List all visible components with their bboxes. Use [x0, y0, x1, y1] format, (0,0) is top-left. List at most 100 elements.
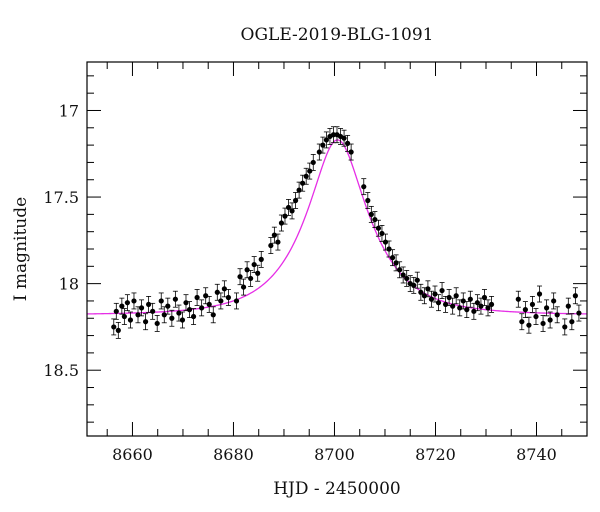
data-point-marker: [282, 213, 288, 219]
data-point: [485, 299, 491, 317]
data-point-marker: [258, 256, 264, 262]
y-tick-label: 17.5: [43, 188, 79, 207]
data-point: [460, 292, 466, 310]
data-point: [379, 225, 385, 242]
data-point-marker: [179, 317, 186, 323]
data-point: [543, 299, 550, 317]
data-point: [127, 311, 134, 329]
data-point-marker: [368, 211, 374, 217]
data-point: [150, 302, 156, 320]
data-point-marker: [158, 298, 164, 304]
data-point-marker: [111, 324, 117, 330]
data-point: [115, 321, 121, 339]
data-point-marker: [428, 296, 435, 302]
data-point: [323, 131, 329, 149]
data-point-marker: [382, 239, 389, 245]
data-point-marker: [142, 319, 149, 325]
data-point-marker: [576, 310, 582, 316]
data-point: [348, 143, 354, 161]
data-point: [285, 199, 292, 216]
data-point: [414, 271, 420, 289]
data-point: [341, 129, 347, 147]
data-point: [244, 261, 250, 279]
x-tick-label: 8680: [213, 445, 254, 464]
data-point-marker: [533, 313, 539, 320]
data-point: [471, 302, 477, 320]
data-point: [218, 292, 224, 310]
data-point-marker: [127, 317, 134, 323]
data-point-marker: [432, 291, 438, 297]
data-point: [522, 301, 528, 319]
data-point: [248, 270, 254, 287]
data-point-marker: [285, 204, 292, 211]
data-point-marker: [425, 286, 431, 292]
data-point: [428, 290, 435, 308]
data-point: [172, 290, 178, 308]
data-point-marker: [303, 173, 309, 179]
data-point: [225, 289, 232, 306]
data-point: [161, 306, 167, 324]
data-point-marker: [529, 301, 536, 308]
data-point: [372, 211, 378, 228]
data-point-marker: [307, 168, 313, 174]
data-point-marker: [372, 216, 378, 223]
data-point: [488, 296, 495, 313]
data-point-marker: [124, 300, 131, 306]
data-point-marker: [450, 303, 456, 309]
data-point: [389, 249, 396, 267]
data-point-marker: [278, 220, 285, 226]
data-point: [179, 311, 186, 329]
data-point-marker: [457, 305, 463, 311]
data-point: [275, 233, 281, 251]
data-point-marker: [519, 319, 525, 325]
data-point-marker: [365, 197, 371, 204]
data-point-marker: [316, 149, 322, 155]
data-point-marker: [210, 312, 216, 318]
data-point: [210, 306, 216, 324]
data-point-marker: [214, 289, 220, 295]
ticks-layer: [87, 62, 588, 436]
data-point: [439, 282, 445, 299]
data-point-marker: [323, 137, 329, 143]
data-point-marker: [221, 286, 227, 292]
y-tick-label: 18: [59, 275, 79, 294]
data-point: [397, 261, 403, 279]
data-point: [255, 264, 261, 282]
data-point-marker: [121, 313, 127, 320]
data-point: [400, 266, 406, 284]
data-point-marker: [194, 294, 200, 301]
data-point: [533, 308, 539, 325]
data-point: [576, 304, 582, 322]
data-point: [233, 292, 240, 310]
data-point-marker: [467, 296, 473, 302]
data-point-marker: [268, 242, 274, 249]
data-point: [411, 276, 417, 294]
data-point: [258, 250, 264, 268]
data-point-marker: [165, 303, 171, 309]
data-point-marker: [237, 274, 243, 280]
data-point: [562, 318, 568, 336]
data-point: [237, 268, 243, 286]
data-point-marker: [320, 142, 326, 148]
data-point: [464, 301, 470, 319]
data-point: [432, 285, 438, 303]
data-point: [481, 289, 488, 306]
data-point-marker: [389, 255, 396, 261]
data-point: [565, 297, 571, 315]
data-point-marker: [190, 313, 197, 320]
data-point: [386, 240, 392, 258]
data-point: [425, 280, 431, 298]
data-point-marker: [248, 275, 254, 282]
data-point: [572, 287, 578, 305]
y-tick-label: 17: [59, 101, 79, 120]
data-point-marker: [244, 267, 250, 273]
data-point-marker: [131, 298, 137, 304]
data-point: [113, 302, 119, 320]
data-point-marker: [233, 298, 240, 304]
plot-frame: [86, 61, 588, 437]
data-point-marker: [146, 301, 152, 308]
data-point-marker: [400, 272, 406, 278]
data-point: [551, 292, 557, 310]
data-point-marker: [460, 298, 466, 304]
data-point: [320, 136, 326, 154]
